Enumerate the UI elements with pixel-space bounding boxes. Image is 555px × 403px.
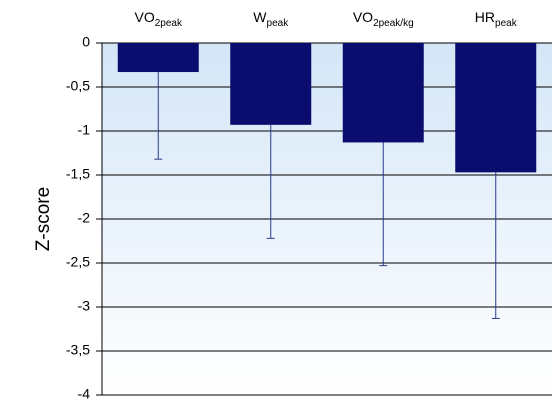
y-tick-labels: 0 -0,5 -1 -1,5 -2 -2,5 -3 -3,5 -4 [66,34,90,402]
bar [455,43,537,173]
category-label: Wpeak [253,9,289,29]
y-tick-label: 0 [82,34,90,50]
y-tick-label: -1,5 [66,166,90,182]
error-bars [154,72,500,319]
y-tick-label: -4 [78,386,91,402]
bar [117,43,199,73]
bars [117,43,537,173]
y-tick-label: -3,5 [66,342,90,358]
y-axis-title: Z-score [33,187,54,251]
y-tick-label: -1 [78,122,91,138]
y-tick-label: -3 [78,298,91,314]
category-labels: VO2peak Wpeak VO2peak/kg HRpeak [135,9,518,29]
category-label: HRpeak [475,9,518,29]
y-tick-label: -2 [78,210,91,226]
category-label: VO2peak/kg [353,9,414,29]
y-tick-label: -0,5 [66,78,90,94]
bar [342,43,424,143]
y-tick-label: -2,5 [66,254,90,270]
gridlines [96,42,552,396]
bar [230,43,312,125]
category-label: VO2peak [135,9,183,29]
